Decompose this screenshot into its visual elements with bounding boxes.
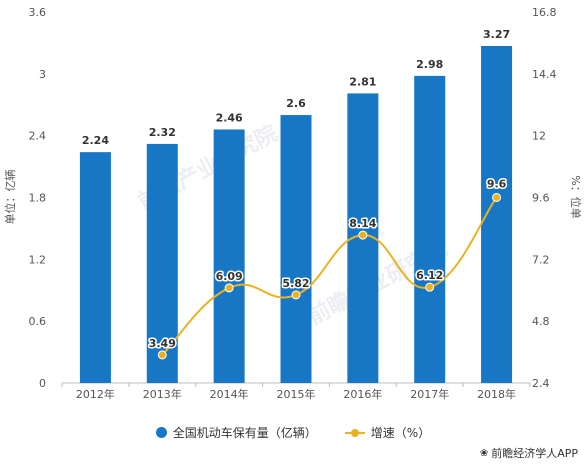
bar-data-label: 3.27 [483,28,510,41]
line-data-label: 6.09 [216,270,243,283]
bar [414,75,446,384]
y-right-tick-label: 2.4 [532,377,550,390]
wechat-icon: ❀ [479,447,489,459]
legend-line-swatch [344,427,365,438]
line-point [358,230,368,240]
legend-item-bar[interactable]: 全国机动车保有量（亿辆） [155,424,317,441]
y-right-tick-label: 7.2 [532,253,550,266]
y-left-tick-label: 2.4 [29,130,47,143]
bar-data-label: 2.81 [349,75,376,88]
bar-data-label: 2.46 [216,111,243,124]
y-left-tick-label: 0.6 [29,315,47,328]
x-tick-label: 2014年 [210,387,249,401]
line-data-label: 8.14 [349,217,376,230]
legend-line-label: 增速（%） [370,426,431,440]
line-point [425,282,435,292]
y-right-axis-title: %：位单 [569,175,583,218]
x-tick-label: 2015年 [277,387,316,401]
y-right-tick-label: 9.6 [532,192,550,205]
bar-data-label: 2.24 [82,134,109,147]
x-tick-label: 2013年 [143,387,182,401]
source-footer: ❀ 前瞻经济学人APP [480,445,578,461]
y-left-tick-label: 3 [39,68,46,81]
legend: 全国机动车保有量（亿辆） 增速（%） [0,424,586,441]
bar [79,152,111,383]
line-point [224,283,234,293]
bar [213,129,245,383]
x-tick-label: 2012年 [76,387,115,401]
y-right-tick-label: 4.8 [532,315,550,328]
y-left-axis-title: 单位：亿辆 [3,170,17,225]
bar-data-label: 2.6 [286,97,306,110]
line-data-label: 9.6 [487,178,507,191]
x-tick-label: 2016年 [343,387,382,401]
y-left-tick-label: 1.8 [29,192,47,205]
x-tick-label: 2018年 [477,387,516,401]
y-left-tick-label: 3.6 [29,6,47,19]
bar-data-label: 2.98 [416,58,443,71]
y-right-tick-label: 14.4 [532,68,557,81]
line-data-label: 5.82 [282,277,309,290]
y-right-tick-label: 12 [532,130,546,143]
line-point [492,193,502,202]
legend-item-line[interactable]: 增速（%） [344,424,431,441]
bar-data-label: 2.32 [149,126,176,139]
y-right-tick-label: 16.8 [532,6,557,19]
line-data-label: 6.12 [416,269,443,282]
line-point [291,290,301,300]
line-data-label: 3.49 [149,337,176,350]
source-text: 前瞻经济学人APP [491,447,578,460]
bar [280,115,312,384]
growth-line [161,196,498,356]
y-left-tick-label: 0 [39,377,46,390]
legend-bar-swatch [155,427,167,438]
y-left-tick-label: 1.2 [29,253,47,266]
x-tick-label: 2017年 [410,387,449,401]
combo-chart: 0 0.6 1.2 1.8 2.4 3 3.6 2.4 4.8 7.2 9.6 12 14.4 16.8 单… [3,6,583,401]
line-point [157,350,167,360]
legend-bar-label: 全国机动车保有量（亿辆） [172,426,317,440]
